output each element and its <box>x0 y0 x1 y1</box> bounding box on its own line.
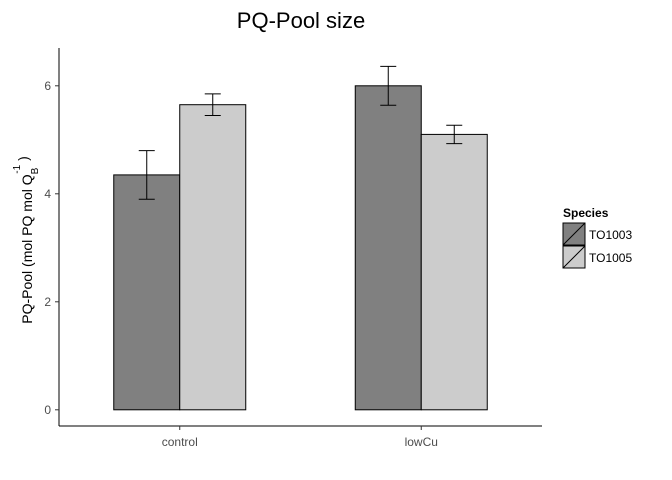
error-bar-TO1005-lowCu <box>446 124 463 145</box>
bar-TO1003-control <box>113 174 181 411</box>
y-tick-label-0: 0 <box>44 403 51 417</box>
y-axis-title-superscript: -1 <box>12 164 23 173</box>
legend: Species TO1003 TO1005 <box>562 206 632 269</box>
legend-label-TO1003: TO1003 <box>589 228 632 242</box>
bar-TO1005-lowCu <box>420 133 488 411</box>
y-tick-label-6: 6 <box>44 79 51 93</box>
bar-TO1003-lowCu <box>354 85 422 411</box>
legend-item-TO1003: TO1003 <box>562 222 632 246</box>
x-axis: control lowCu <box>59 425 542 449</box>
legend-item-TO1005: TO1005 <box>562 245 632 269</box>
y-axis-title-suffix: ) <box>15 156 31 165</box>
x-tick-label-control: control <box>162 435 198 449</box>
y-tick-label-4: 4 <box>44 187 51 201</box>
error-bar-TO1003-control <box>138 150 155 200</box>
error-bar-TO1003-lowCu <box>380 65 397 106</box>
plot-area <box>113 65 488 411</box>
y-axis-title: PQ-Pool (mol PQ mol QB -1 ) <box>12 156 41 324</box>
y-axis-title-subscript: B <box>30 167 41 174</box>
x-tick-label-lowCu: lowCu <box>405 435 438 449</box>
bar-TO1005-control <box>179 104 247 411</box>
chart-title: PQ-Pool size <box>237 8 365 33</box>
y-axis: 0 2 4 6 <box>44 48 60 426</box>
y-tick-label-2: 2 <box>44 295 51 309</box>
legend-label-TO1005: TO1005 <box>589 251 632 265</box>
y-axis-title-main: PQ-Pool (mol PQ mol Q <box>19 174 35 323</box>
legend-title: Species <box>563 206 609 220</box>
error-bar-TO1005-control <box>204 93 221 116</box>
